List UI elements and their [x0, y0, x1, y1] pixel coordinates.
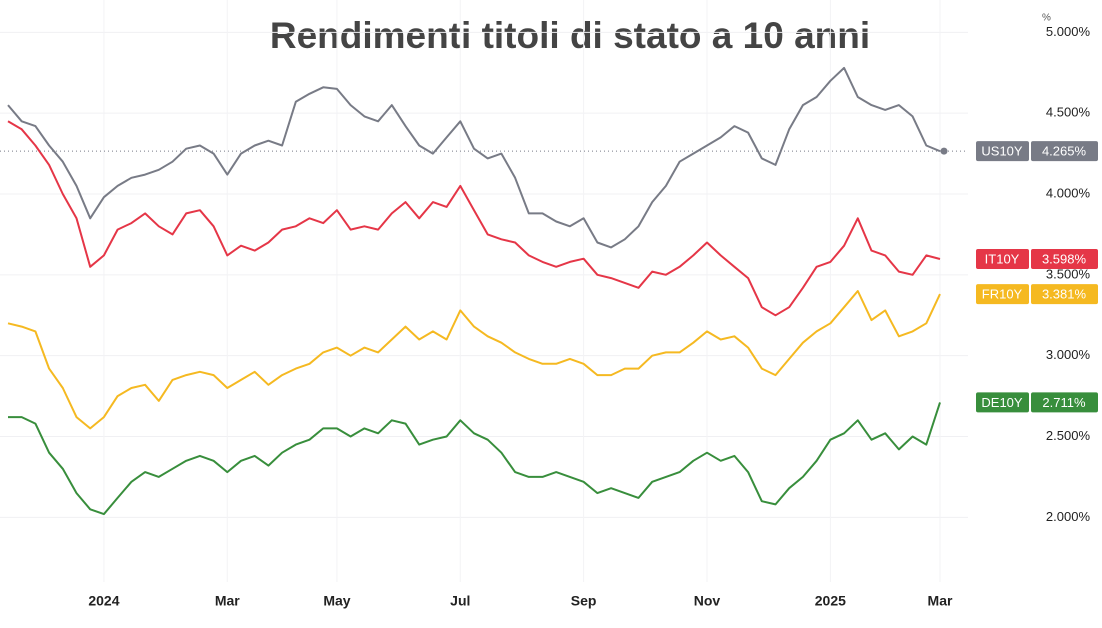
badge-name: DE10Y: [981, 395, 1023, 410]
y-tick-label: 4.500%: [1046, 105, 1091, 120]
badge-name-bg: [976, 141, 1029, 162]
badge-name: IT10Y: [985, 251, 1020, 266]
series-line: [7, 120, 941, 317]
y-tick-label: 5.000%: [1046, 24, 1091, 39]
badge-value-bg: [1031, 284, 1098, 305]
badge-name: US10Y: [981, 144, 1023, 159]
badge-value: 3.598%: [1042, 251, 1087, 266]
x-tick-label: Jul: [450, 593, 470, 609]
badge-value: 2.711%: [1042, 395, 1086, 410]
badge-name: FR10Y: [982, 287, 1023, 302]
y-tick-label: 2.500%: [1046, 428, 1091, 443]
y-tick-label: 3.500%: [1046, 266, 1091, 281]
x-tick-label: Mar: [928, 593, 953, 609]
series-line: [7, 66, 941, 249]
badge-name-bg: [976, 248, 1029, 269]
y-tick-label: 4.000%: [1046, 185, 1091, 200]
x-tick-label: Mar: [215, 593, 240, 609]
badge-name-bg: [976, 284, 1029, 305]
x-tick-label: Nov: [694, 593, 721, 609]
badge-value-bg: [1031, 248, 1098, 269]
badge-value: 3.381%: [1042, 287, 1087, 302]
x-tick-label: May: [323, 593, 350, 609]
axis-unit: %: [1042, 13, 1051, 24]
last-point: [940, 147, 948, 155]
series-line: [8, 402, 941, 516]
x-tick-label: 2024: [88, 593, 119, 609]
y-tick-label: 2.000%: [1046, 509, 1091, 524]
chart-title: Rendimenti titoli di stato a 10 anni: [270, 15, 870, 56]
x-tick-label: Sep: [571, 593, 597, 609]
badge-value-bg: [1031, 141, 1098, 162]
series-line: [7, 290, 941, 430]
badge-name-bg: [976, 392, 1029, 413]
badge-value: 4.265%: [1042, 144, 1087, 159]
x-tick-label: 2025: [815, 593, 846, 609]
y-tick-label: 3.000%: [1046, 347, 1091, 362]
badge-value-bg: [1031, 392, 1098, 413]
